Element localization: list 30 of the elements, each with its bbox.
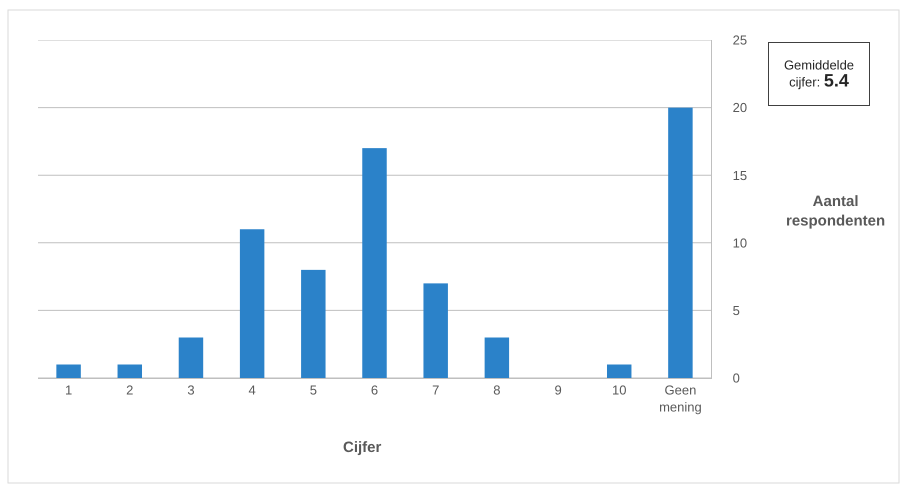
bar bbox=[118, 364, 142, 378]
x-tick-label: 5 bbox=[310, 382, 317, 398]
x-axis-title: Cijfer bbox=[343, 439, 382, 456]
bar bbox=[301, 270, 326, 378]
x-tick-label: Geen mening bbox=[659, 382, 702, 414]
bar bbox=[668, 108, 693, 378]
y-tick-label: 0 bbox=[732, 370, 740, 386]
bar bbox=[423, 283, 448, 378]
x-tick-label: 10 bbox=[612, 382, 626, 398]
x-tick-label: 4 bbox=[248, 382, 256, 398]
bar bbox=[178, 337, 204, 378]
text: Gemiddelde cijfer: 5.4 bbox=[784, 58, 854, 90]
bar bbox=[240, 229, 264, 378]
x-tick-label: 9 bbox=[554, 382, 562, 398]
y-tick-label: 5 bbox=[732, 302, 740, 318]
x-tick-label: 3 bbox=[187, 382, 195, 398]
bar bbox=[484, 337, 510, 378]
x-tick-label: 1 bbox=[64, 382, 72, 398]
bar bbox=[362, 148, 387, 378]
bar bbox=[56, 364, 81, 378]
y-tick-label: 15 bbox=[732, 168, 748, 183]
x-tick-label: 7 bbox=[432, 382, 440, 398]
x-tick-label: 6 bbox=[370, 382, 378, 398]
y-axis-title: Aantal respondenten bbox=[786, 193, 886, 230]
x-tick-label: 8 bbox=[493, 382, 500, 398]
x-tick-label: 2 bbox=[126, 382, 134, 398]
y-tick-label: 25 bbox=[732, 32, 748, 48]
y-tick-label: 10 bbox=[732, 235, 748, 250]
bar bbox=[606, 364, 632, 378]
y-tick-label: 20 bbox=[732, 100, 748, 116]
